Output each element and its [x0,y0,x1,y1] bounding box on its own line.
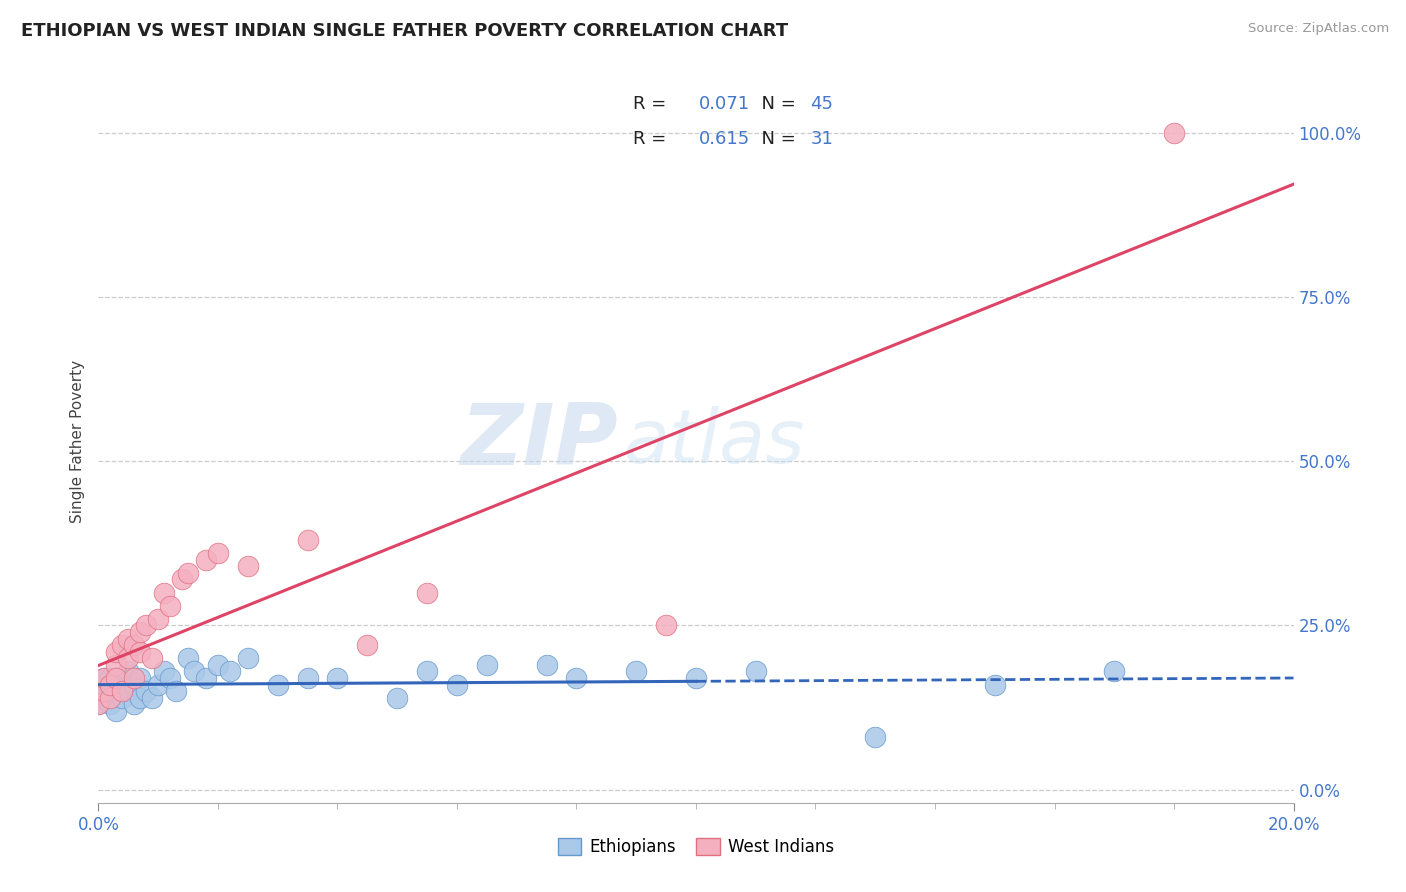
Point [165,684,187,698]
Point [93,671,115,685]
Text: ZIP: ZIP [461,400,619,483]
Point [111,638,134,652]
Point [153,585,176,599]
Text: 0.615: 0.615 [699,130,751,148]
Point [105,657,128,672]
Point [87,698,110,712]
Y-axis label: Single Father Poverty: Single Father Poverty [69,360,84,523]
Point [124,671,146,685]
Point [135,684,157,698]
Point [87,698,110,712]
Point [236,559,259,574]
Point [117,684,139,698]
Text: N =: N = [751,130,807,148]
Point [195,671,218,685]
Point [183,665,205,679]
Point [385,690,409,705]
Point [98,671,122,685]
Text: ETHIOPIAN VS WEST INDIAN SINGLE FATHER POVERTY CORRELATION CHART: ETHIOPIAN VS WEST INDIAN SINGLE FATHER P… [21,22,789,40]
Point [685,671,707,685]
Point [98,684,122,698]
Point [159,599,181,613]
Point [207,657,229,672]
Point [655,618,678,632]
Point [475,657,498,672]
Point [416,585,439,599]
Point [105,671,128,685]
Point [267,677,290,691]
Point [177,566,200,580]
Point [177,651,200,665]
Point [105,671,128,685]
Text: N =: N = [751,95,801,112]
Point [129,671,152,685]
Text: 45: 45 [810,95,834,112]
Point [153,665,176,679]
Point [129,645,152,659]
Point [172,573,194,587]
Point [141,651,163,665]
Point [1163,126,1185,140]
Point [416,665,439,679]
Point [236,651,259,665]
Legend: Ethiopians, West Indians: Ethiopians, West Indians [551,831,841,863]
Point [117,632,139,646]
Point [195,553,218,567]
Point [356,638,378,652]
Point [536,657,558,672]
Point [865,730,887,744]
Point [98,698,122,712]
Point [1104,665,1126,679]
Point [984,677,1007,691]
Text: Source: ZipAtlas.com: Source: ZipAtlas.com [1249,22,1389,36]
Point [111,690,134,705]
Point [111,684,134,698]
Point [117,651,139,665]
Point [124,638,146,652]
Point [159,671,181,685]
Point [105,684,128,698]
Point [98,690,122,705]
Point [565,671,588,685]
Text: R =: R = [633,130,672,148]
Point [141,690,163,705]
Point [117,665,139,679]
Point [124,677,146,691]
Point [297,671,319,685]
Point [93,684,115,698]
Point [207,546,229,560]
Text: 31: 31 [810,130,834,148]
Text: atlas: atlas [624,406,806,477]
Point [148,612,170,626]
Point [105,645,128,659]
Point [129,625,152,640]
Point [148,677,170,691]
Text: 0.071: 0.071 [699,95,751,112]
Point [129,690,152,705]
Point [98,677,122,691]
Point [87,677,110,691]
Point [93,671,115,685]
Point [297,533,319,547]
Point [446,677,468,691]
Point [219,665,242,679]
Point [93,690,115,705]
Point [105,704,128,718]
Point [745,665,768,679]
Point [111,677,134,691]
Point [326,671,349,685]
Point [135,618,157,632]
Point [124,698,146,712]
Point [626,665,648,679]
Text: R =: R = [633,95,672,112]
